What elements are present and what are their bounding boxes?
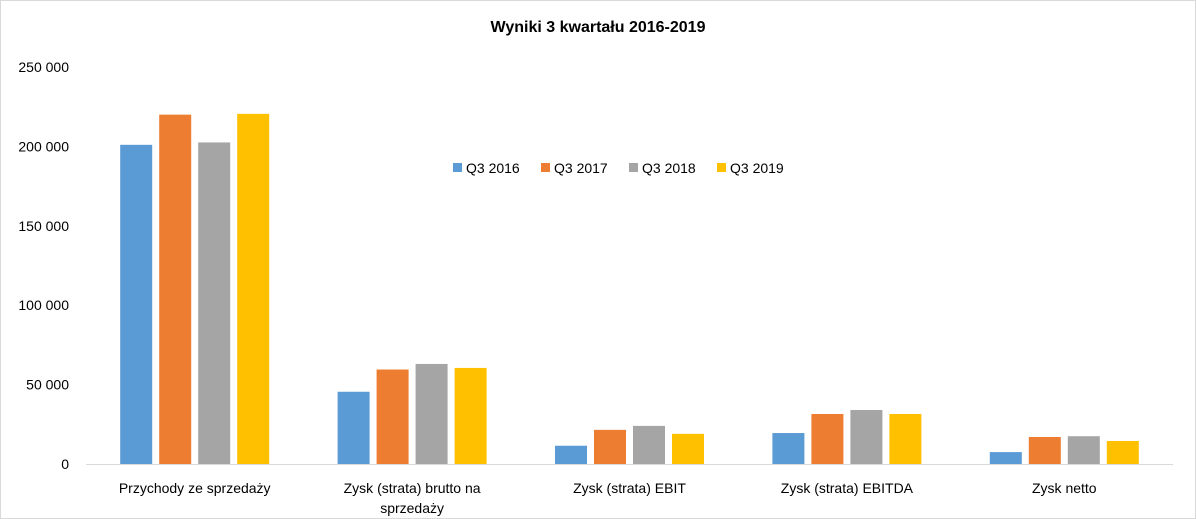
bar xyxy=(594,429,626,464)
bar xyxy=(989,452,1022,464)
x-category-label: Przychody ze sprzedaży xyxy=(119,480,271,496)
x-category-label-line: Przychody ze sprzedaży xyxy=(119,480,271,496)
legend-label: Q3 2017 xyxy=(554,160,608,176)
x-category-label-line: Zysk netto xyxy=(1032,480,1097,496)
legend-label: Q3 2016 xyxy=(466,160,520,176)
y-tick-label: 150 000 xyxy=(18,218,69,234)
legend-swatch xyxy=(453,163,462,172)
bar xyxy=(889,413,922,464)
bar xyxy=(376,369,409,464)
y-tick-label: 0 xyxy=(61,456,69,472)
x-category-label-line: Zysk (strata) EBIT xyxy=(573,480,686,496)
x-category-label: Zysk (strata) EBIT xyxy=(573,480,686,496)
bar xyxy=(198,142,231,464)
bar xyxy=(772,433,805,464)
bar xyxy=(811,413,844,464)
bar xyxy=(1067,436,1100,464)
legend-swatch xyxy=(629,163,638,172)
bar xyxy=(159,114,192,464)
bar xyxy=(415,363,448,464)
bar xyxy=(237,113,270,464)
y-tick-label: 100 000 xyxy=(18,297,69,313)
legend-label: Q3 2019 xyxy=(730,160,784,176)
bar xyxy=(1028,437,1061,464)
bar xyxy=(555,445,587,464)
x-category-label: Zysk (strata) EBITDA xyxy=(781,480,914,496)
bar xyxy=(1106,440,1139,464)
x-category-label-line: Zysk (strata) brutto na xyxy=(344,480,481,496)
x-category-label: Zysk (strata) brutto na sprzedaży xyxy=(344,480,481,516)
chart-title: Wyniki 3 kwartału 2016-2019 xyxy=(490,19,706,36)
x-category-label-line: sprzedaży xyxy=(380,500,444,516)
legend-swatch xyxy=(541,163,550,172)
bar xyxy=(120,144,153,464)
y-tick-label: 50 000 xyxy=(26,377,69,393)
x-category-label-line: Zysk (strata) EBITDA xyxy=(781,480,914,496)
bar xyxy=(633,425,665,464)
bar xyxy=(850,410,883,464)
bar xyxy=(337,391,370,464)
bar xyxy=(454,367,487,464)
legend-label: Q3 2018 xyxy=(642,160,696,176)
y-tick-label: 250 000 xyxy=(18,59,69,75)
bar xyxy=(672,433,704,464)
legend-swatch xyxy=(717,163,726,172)
x-category-label: Zysk netto xyxy=(1032,480,1097,496)
y-tick-label: 200 000 xyxy=(18,138,69,154)
